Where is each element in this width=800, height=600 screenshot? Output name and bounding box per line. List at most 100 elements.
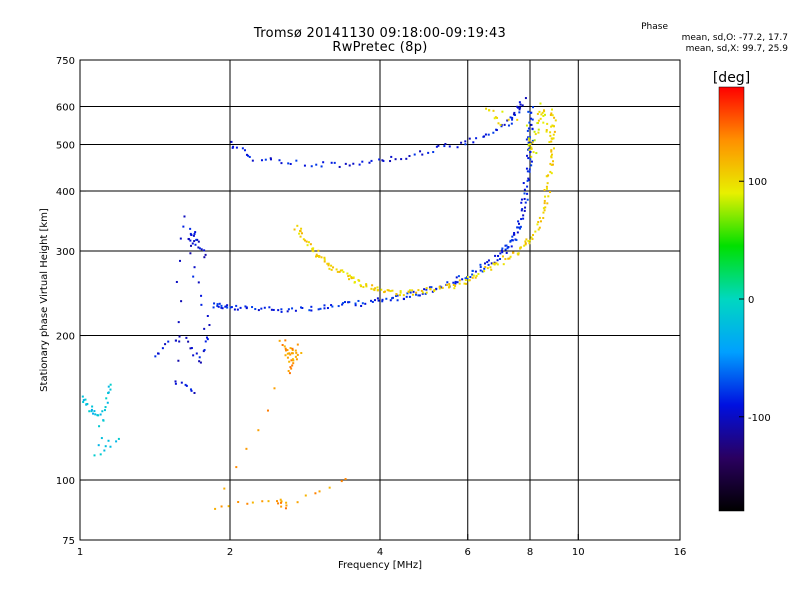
data-point xyxy=(494,116,497,119)
data-point xyxy=(180,300,183,303)
data-point xyxy=(291,349,294,352)
data-point xyxy=(516,226,519,229)
data-point xyxy=(107,439,110,442)
data-point xyxy=(424,292,427,295)
data-point xyxy=(501,255,504,258)
data-point xyxy=(488,109,491,112)
data-point xyxy=(471,273,474,276)
data-point xyxy=(425,288,428,291)
data-point xyxy=(213,302,216,305)
data-point xyxy=(183,215,186,218)
data-point xyxy=(317,249,320,252)
data-point xyxy=(298,232,301,235)
data-point xyxy=(506,247,509,250)
data-point xyxy=(328,486,331,489)
data-point xyxy=(458,282,461,285)
data-point xyxy=(365,283,368,286)
chart-title: Tromsø 20141130 09:18:00-09:19:43 xyxy=(253,26,507,41)
data-point xyxy=(405,295,408,298)
colorbar-label: [deg] xyxy=(713,70,750,86)
data-point xyxy=(98,425,101,428)
data-point xyxy=(286,349,289,352)
data-point xyxy=(456,146,459,149)
data-point xyxy=(391,297,394,300)
data-point xyxy=(509,116,512,119)
data-point xyxy=(507,118,510,121)
data-point xyxy=(323,260,326,263)
data-point xyxy=(550,112,553,115)
data-point xyxy=(195,352,198,355)
data-point xyxy=(287,308,290,311)
data-point xyxy=(338,165,341,168)
data-point xyxy=(315,253,318,256)
data-point xyxy=(460,141,463,144)
data-point xyxy=(510,122,513,125)
data-point xyxy=(429,287,432,290)
x-tick-label: 10 xyxy=(572,547,585,558)
data-point xyxy=(204,253,207,256)
data-point xyxy=(521,104,524,107)
y-tick-label: 500 xyxy=(56,141,75,152)
data-point xyxy=(198,356,201,359)
data-point xyxy=(187,238,190,241)
data-point xyxy=(223,487,226,490)
data-point xyxy=(338,270,341,273)
data-point xyxy=(413,153,416,156)
data-point xyxy=(288,372,291,375)
data-point xyxy=(389,290,392,293)
data-point xyxy=(543,209,546,212)
data-point xyxy=(296,501,299,504)
data-point xyxy=(553,130,556,133)
data-point xyxy=(438,285,441,288)
data-point xyxy=(248,155,251,158)
data-point xyxy=(487,133,490,136)
data-point xyxy=(479,263,482,266)
data-point xyxy=(497,122,500,125)
data-point xyxy=(200,303,203,306)
data-point xyxy=(348,301,351,304)
data-point xyxy=(296,343,299,346)
data-point xyxy=(389,160,392,163)
data-point xyxy=(425,287,428,290)
data-point xyxy=(194,243,197,246)
data-point xyxy=(551,137,554,140)
data-point xyxy=(99,453,102,456)
data-point xyxy=(350,275,353,278)
data-point xyxy=(385,297,388,300)
data-point xyxy=(310,309,313,312)
data-point xyxy=(551,108,554,111)
data-point xyxy=(472,141,475,144)
data-point xyxy=(357,279,360,282)
data-point xyxy=(288,352,291,355)
data-point xyxy=(399,291,402,294)
data-point xyxy=(499,258,502,261)
data-point xyxy=(104,406,107,409)
data-point xyxy=(317,308,320,311)
data-point xyxy=(537,221,540,224)
data-point xyxy=(167,340,170,343)
data-point xyxy=(197,281,200,284)
data-point xyxy=(239,306,242,309)
data-point xyxy=(456,281,459,284)
data-point xyxy=(443,145,446,148)
data-point xyxy=(205,336,208,339)
data-point xyxy=(103,449,106,452)
data-point xyxy=(412,290,415,293)
data-point xyxy=(290,367,293,370)
data-point xyxy=(545,129,548,132)
data-point xyxy=(544,195,547,198)
data-point xyxy=(546,182,549,185)
data-point xyxy=(509,240,512,243)
data-point xyxy=(510,245,513,248)
data-point xyxy=(280,500,283,503)
data-point xyxy=(241,147,244,150)
data-point xyxy=(537,119,540,122)
x-tick-label: 16 xyxy=(674,547,687,558)
data-point xyxy=(483,267,486,270)
data-point xyxy=(306,244,309,247)
data-point xyxy=(291,307,294,310)
data-point xyxy=(533,130,536,133)
data-point xyxy=(287,162,290,165)
data-point xyxy=(435,288,438,291)
data-point xyxy=(237,501,240,504)
